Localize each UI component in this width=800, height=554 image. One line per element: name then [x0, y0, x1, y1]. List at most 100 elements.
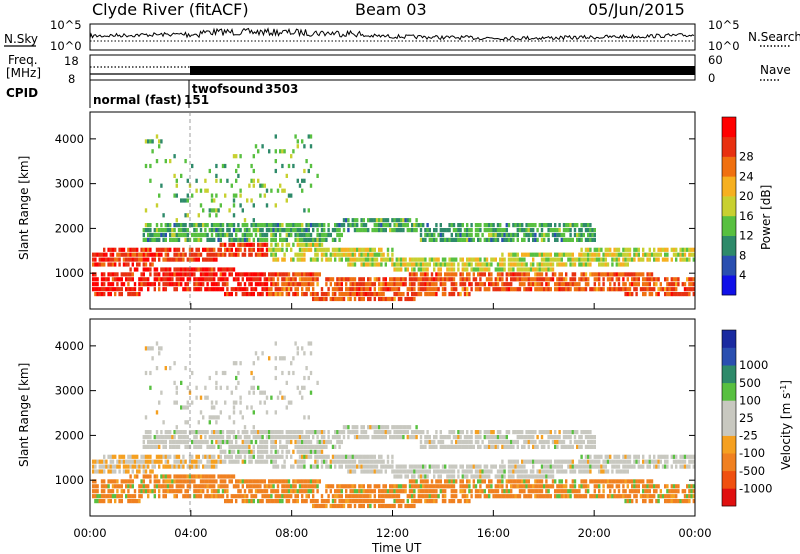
power-cell [230, 232, 233, 238]
power-cell [147, 247, 150, 252]
velocity-cell [470, 489, 473, 494]
power-cell [265, 247, 269, 252]
velocity-cell [314, 503, 317, 509]
velocity-cell [415, 425, 418, 430]
velocity-cell [459, 430, 462, 435]
power-cell [160, 183, 163, 188]
velocity-cell [419, 430, 423, 435]
velocity-cell [155, 341, 159, 346]
power-cell [402, 218, 405, 223]
power-cell [378, 292, 381, 297]
velocity-cell [276, 454, 280, 459]
power-cell [580, 262, 583, 267]
power-cell [252, 218, 255, 223]
velocity-cell [419, 464, 423, 469]
velocity-cell [320, 439, 324, 445]
velocity-cell [593, 439, 596, 445]
power-cell [657, 292, 660, 297]
power-cell [527, 267, 530, 272]
power-cell [279, 237, 282, 242]
velocity-cell [349, 430, 352, 435]
power-cell [197, 213, 200, 218]
power-cell [164, 272, 167, 277]
velocity-cell [243, 459, 247, 464]
power-cell [309, 277, 313, 282]
power-cell [353, 228, 357, 233]
velocity-cell [488, 444, 491, 449]
power-cell [529, 282, 533, 287]
velocity-cell [202, 489, 205, 494]
velocity-cell [96, 469, 99, 474]
power-cell [622, 272, 625, 277]
power-cell [131, 292, 134, 297]
velocity-cell [582, 459, 585, 464]
velocity-cell [182, 439, 185, 445]
power-cell [562, 282, 566, 287]
power-cell [364, 228, 368, 233]
velocity-cell [261, 499, 264, 504]
velocity-cell [206, 484, 209, 489]
power-cell [633, 252, 636, 257]
velocity-cell [448, 469, 451, 474]
velocity-cell [334, 459, 337, 464]
power-cell [567, 282, 570, 287]
power-cell [578, 252, 581, 257]
velocity-cell [153, 444, 156, 449]
power-cell [692, 277, 695, 282]
power-cell [226, 277, 229, 282]
power-cell [276, 242, 280, 247]
power-colorbar-tick: 24 [739, 169, 754, 183]
power-cell [151, 232, 154, 238]
velocity-cell [411, 435, 414, 440]
power-cell [312, 292, 315, 297]
power-cell [232, 193, 236, 198]
power-cell [439, 262, 442, 267]
power-cell [692, 282, 695, 287]
velocity-cell [92, 479, 95, 484]
power-cell [510, 272, 513, 277]
power-cell [479, 237, 482, 242]
power-cell [404, 223, 407, 228]
velocity-cell [573, 430, 577, 435]
power-cell [133, 267, 137, 272]
power-cell [307, 134, 310, 139]
velocity-cell [158, 489, 161, 494]
velocity-cell [560, 484, 563, 489]
velocity-cell [496, 489, 500, 494]
power-cell [516, 223, 519, 228]
power-cell [589, 223, 592, 228]
velocity-cell [391, 489, 394, 494]
power-cell [323, 228, 326, 233]
power-cell [613, 257, 616, 262]
power-cell [272, 252, 275, 257]
power-cell [314, 292, 317, 297]
velocity-cell [241, 439, 244, 445]
power-cell [175, 272, 178, 277]
velocity-cell [494, 484, 497, 489]
velocity-cell [477, 489, 480, 494]
velocity-cell [534, 484, 537, 489]
velocity-cell [393, 469, 396, 474]
velocity-cell [485, 474, 489, 479]
power-cell [329, 232, 332, 238]
velocity-cell [510, 469, 513, 474]
velocity-cell [287, 479, 291, 484]
power-cell [523, 277, 526, 282]
velocity-cell [94, 499, 97, 504]
velocity-cell [637, 454, 640, 459]
power-cell [558, 282, 561, 287]
power-cell [263, 282, 266, 287]
velocity-cell [221, 494, 225, 499]
velocity-cell [94, 464, 97, 469]
power-colorbar-label: Power [dB] [759, 185, 773, 250]
power-cell [228, 208, 231, 213]
power-cell [307, 247, 310, 252]
power-cell [204, 223, 207, 228]
velocity-cell [151, 489, 154, 494]
power-cell [466, 272, 469, 277]
velocity-cell [430, 439, 434, 445]
velocity-cell [327, 439, 330, 445]
velocity-cell [274, 430, 277, 435]
velocity-cell [400, 469, 403, 474]
velocity-cell [468, 469, 471, 474]
